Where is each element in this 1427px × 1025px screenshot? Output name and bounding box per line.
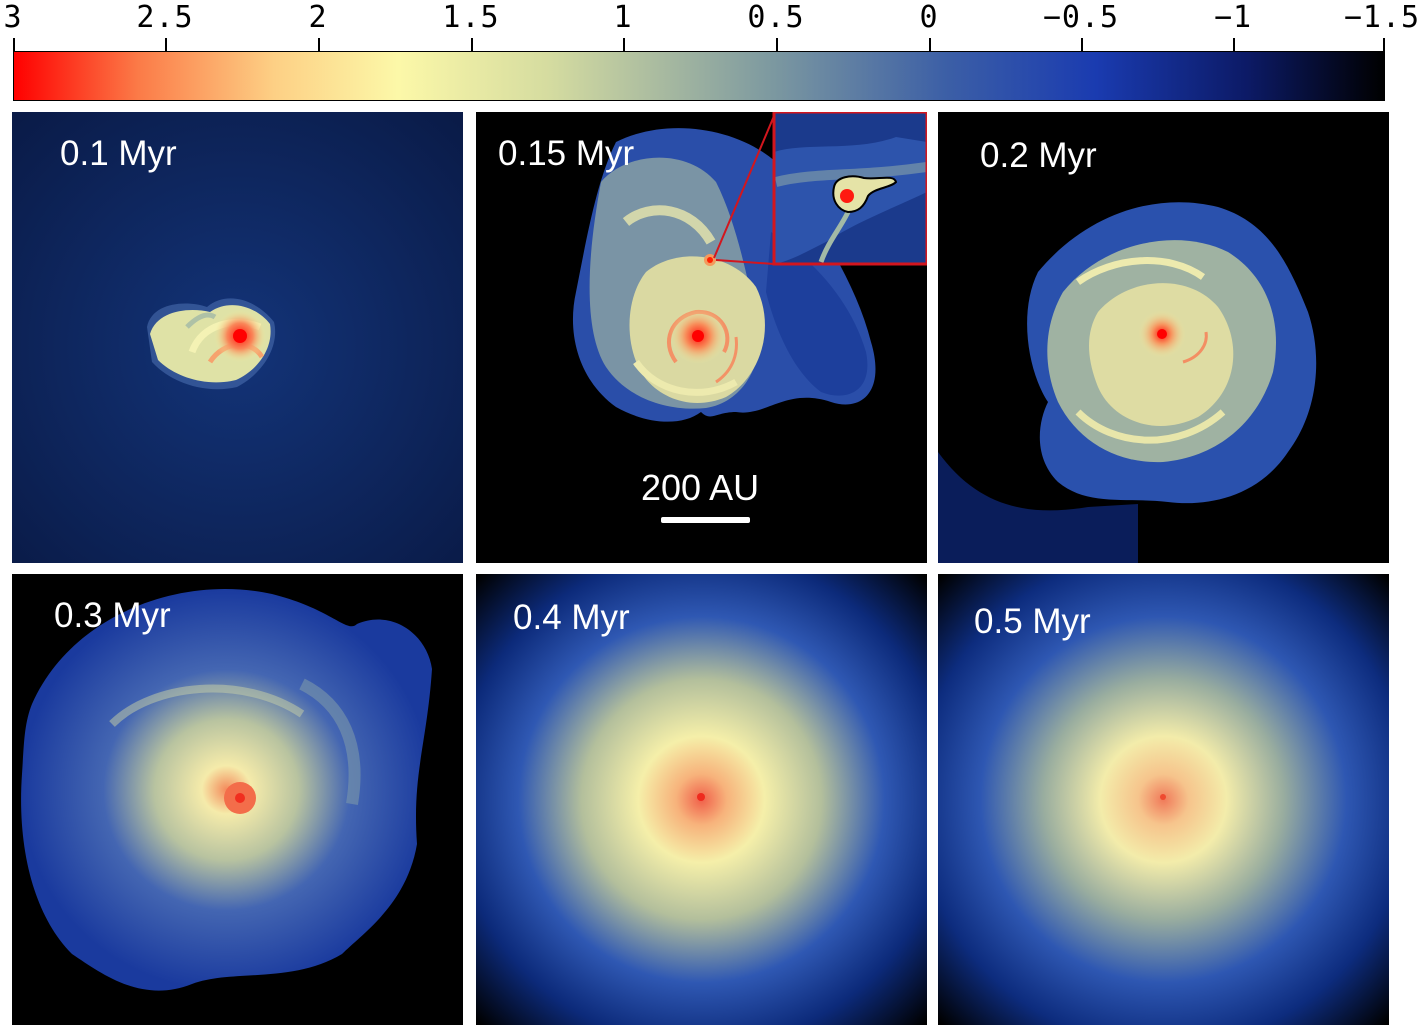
time-label: 0.5 Myr: [974, 602, 1091, 641]
colorbar-tick-mark: [318, 38, 320, 52]
snapshot-panel-3: 0.2 Myr: [938, 112, 1389, 563]
density-map-5: [476, 574, 927, 1025]
colorbar-tick-mark: [1081, 38, 1083, 52]
snapshot-panel-2: 0.15 Myr 200 AU: [476, 112, 927, 563]
colorbar-tick-label: 0.5: [747, 0, 805, 35]
density-map-2: [476, 112, 927, 563]
colorbar-legend: 3 2.5 2 1.5 1 0.5 0 −0.5 −1 −1.5: [0, 0, 1427, 108]
colorbar-tick-label: 3: [3, 0, 23, 35]
scale-bar: [661, 517, 750, 523]
colorbar-tick-mark: [1383, 38, 1385, 52]
time-label: 0.2 Myr: [980, 136, 1097, 175]
colorbar-tick-mark: [13, 38, 15, 52]
density-map-4: [12, 574, 463, 1025]
colorbar-tick-mark: [471, 38, 473, 52]
density-map-3: [938, 112, 1389, 563]
snapshot-panel-1: 0.1 Myr: [12, 112, 463, 563]
colorbar-tick-label: 0: [919, 0, 939, 35]
colorbar-tick-label: 1.5: [442, 0, 500, 35]
scale-bar-label: 200 AU: [641, 467, 760, 508]
snapshot-panel-6: 0.5 Myr: [938, 574, 1389, 1025]
snapshot-panel-5: 0.4 Myr: [476, 574, 927, 1025]
colorbar-tick-label: −0.5: [1042, 0, 1120, 35]
colorbar-tick-label: 2.5: [136, 0, 194, 35]
colorbar-tick-mark: [165, 38, 167, 52]
time-label: 0.3 Myr: [54, 596, 171, 635]
colorbar-tick-mark: [623, 38, 625, 52]
time-label: 0.4 Myr: [513, 598, 630, 637]
colorbar-tick-mark: [1233, 38, 1235, 52]
colorbar-tick-label: −1: [1213, 0, 1253, 35]
colorbar-tick-mark: [929, 38, 931, 52]
time-label: 0.15 Myr: [498, 134, 635, 173]
density-map-6: [938, 574, 1389, 1025]
colorbar-tick-label: 1: [613, 0, 633, 35]
snapshot-panel-4: 0.3 Myr: [12, 574, 463, 1025]
colorbar-tick-label: 2: [308, 0, 328, 35]
colorbar-gradient: [13, 51, 1385, 101]
colorbar-tick-label: −1.5: [1343, 0, 1421, 35]
density-map-1: [12, 112, 463, 563]
time-label: 0.1 Myr: [60, 134, 177, 173]
colorbar-tick-mark: [776, 38, 778, 52]
